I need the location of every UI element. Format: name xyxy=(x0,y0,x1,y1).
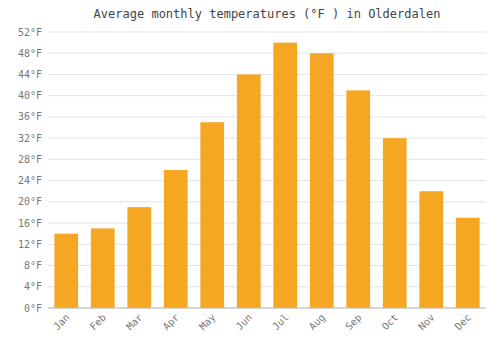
bar xyxy=(383,138,407,308)
chart-container: Average monthly temperatures (°F ) in Ol… xyxy=(0,0,500,350)
grid-line xyxy=(48,95,486,96)
bar xyxy=(54,234,78,308)
x-tick-label: Sep xyxy=(343,312,364,333)
x-tick-label: Aug xyxy=(307,312,328,333)
bar xyxy=(456,218,480,308)
grid-line xyxy=(48,32,486,33)
y-tick-label: 32°F xyxy=(18,133,42,144)
x-tick-label: Dec xyxy=(453,312,474,333)
y-tick-label: 48°F xyxy=(18,48,42,59)
y-tick-label: 20°F xyxy=(18,196,42,207)
y-tick-label: 4°F xyxy=(24,281,42,292)
x-tick-label: May xyxy=(197,312,218,333)
y-tick-label: 36°F xyxy=(18,111,42,122)
x-tick-label: Nov xyxy=(416,312,437,333)
grid-line xyxy=(48,308,486,309)
y-tick-label: 28°F xyxy=(18,154,42,165)
x-axis-line xyxy=(48,308,486,309)
y-tick-label: 12°F xyxy=(18,239,42,250)
chart: Average monthly temperatures (°F ) in Ol… xyxy=(0,0,500,350)
x-tick-label: Jul xyxy=(270,312,291,333)
bar xyxy=(200,122,224,308)
bar xyxy=(237,74,261,308)
grid-line xyxy=(48,74,486,75)
y-axis: 0°F 4°F 8°F 12°F 16°F 20°F 24°F 28°F 32°F 36°F 40°… xyxy=(18,27,42,314)
bars xyxy=(54,43,479,308)
y-tick-label: 52°F xyxy=(18,27,42,38)
grid-line xyxy=(48,138,486,139)
bar xyxy=(127,207,151,308)
y-tick-label: 0°F xyxy=(24,303,42,314)
x-tick-label: Mar xyxy=(124,312,145,333)
bar xyxy=(91,228,115,308)
y-tick-label: 24°F xyxy=(18,175,42,186)
grid-line xyxy=(48,116,486,117)
y-grid xyxy=(48,32,486,308)
y-tick-label: 16°F xyxy=(18,218,42,229)
y-tick-label: 8°F xyxy=(24,260,42,271)
x-tick-label: Jan xyxy=(51,312,72,333)
bar xyxy=(419,191,443,308)
x-tick-label: Oct xyxy=(380,312,401,333)
y-tick-label: 40°F xyxy=(18,90,42,101)
title: Average monthly temperatures (°F ) in Ol… xyxy=(94,7,441,21)
grid-line xyxy=(48,53,486,54)
x-tick-label: Feb xyxy=(88,312,109,333)
bar xyxy=(310,53,334,308)
x-tick-label: Apr xyxy=(161,312,182,333)
bar xyxy=(164,170,188,308)
grid-line xyxy=(48,159,486,160)
x-axis: Jan Feb Mar Apr May Jun Jul Aug Sep Oct Nov Dec xyxy=(51,312,473,333)
grid-line xyxy=(48,180,486,181)
x-tick-label: Jun xyxy=(234,312,255,333)
bar xyxy=(273,43,297,308)
bar xyxy=(346,90,370,308)
y-tick-label: 44°F xyxy=(18,69,42,80)
